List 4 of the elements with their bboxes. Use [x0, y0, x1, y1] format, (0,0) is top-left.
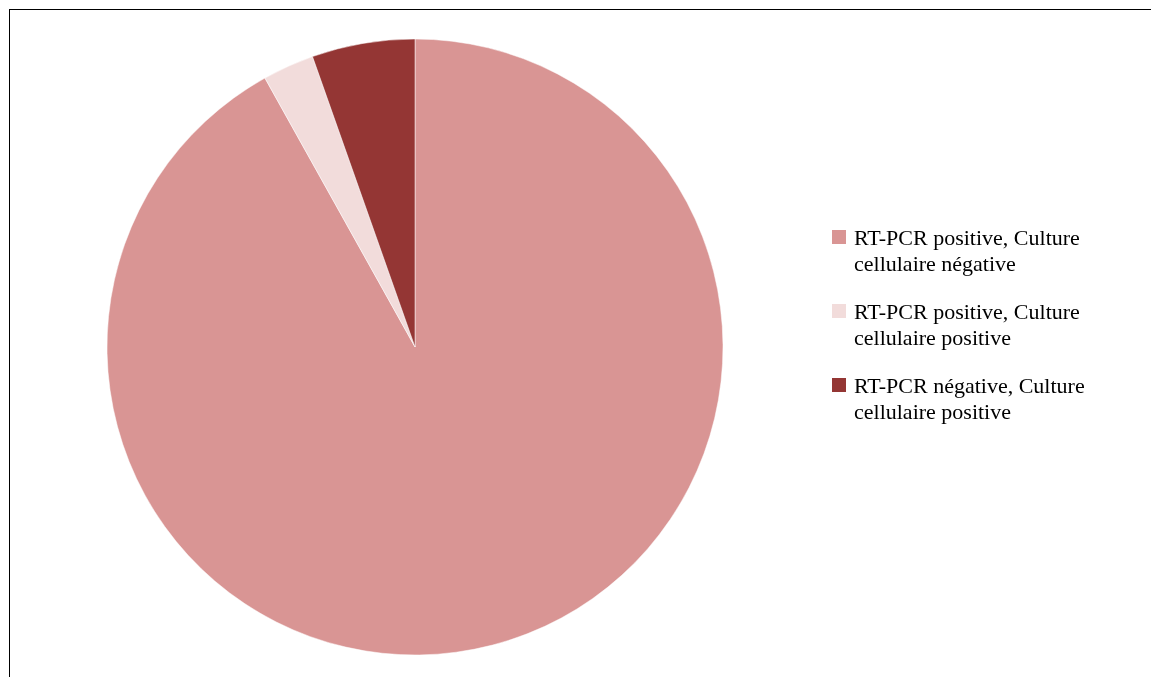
pie-slice: [106, 38, 724, 655]
legend-label: RT-PCR positive, Culture cellulaire positive: [854, 299, 1080, 350]
legend-label: RT-PCR positive, Culture cellulaire négative: [854, 225, 1080, 276]
legend-label: RT-PCR négative, Culture cellulaire positive: [854, 373, 1085, 424]
